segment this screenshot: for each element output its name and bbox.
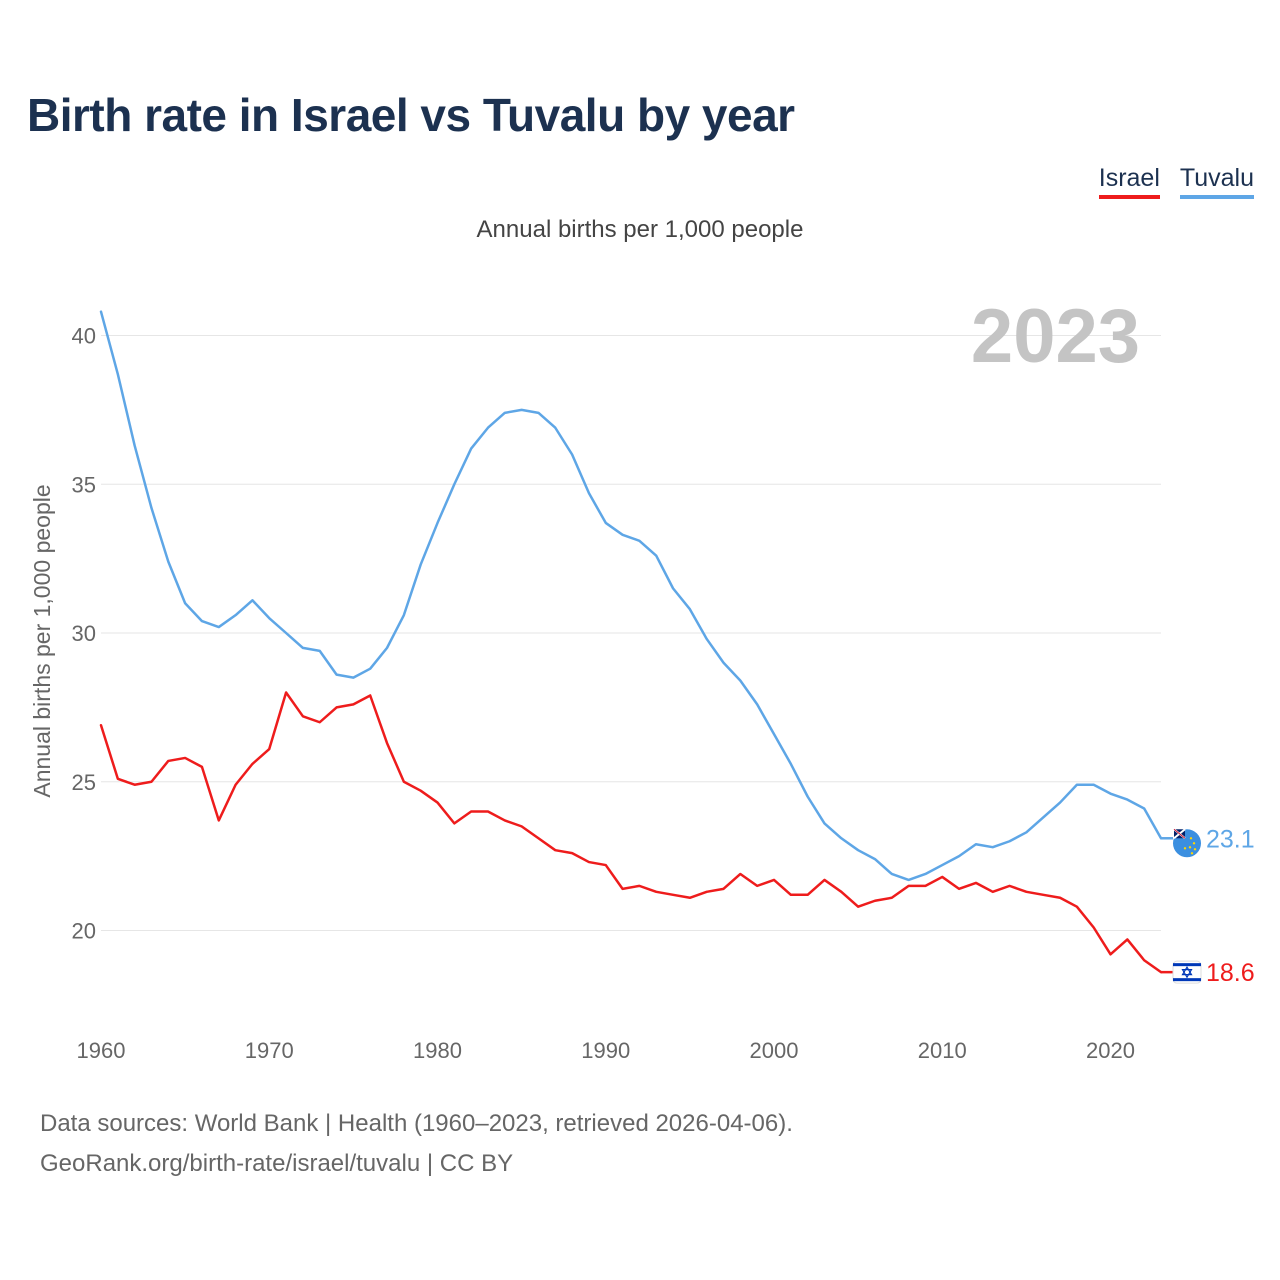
gridlines: [101, 335, 1161, 931]
legend-item-israel[interactable]: Israel: [1098, 164, 1160, 199]
x-tick-label: 2010: [918, 1038, 967, 1063]
series-line-israel[interactable]: [99, 691, 1163, 974]
y-tick-label: 25: [72, 770, 96, 795]
y-axis-ticks: 20 25 30 35 40: [72, 324, 96, 944]
y-axis-label: Annual births per 1,000 people: [29, 484, 55, 797]
chart-subtitle: Annual births per 1,000 people: [476, 216, 804, 243]
x-tick-label: 1990: [581, 1038, 630, 1063]
israel-flag-icon: [1172, 960, 1202, 984]
end-value-label-israel: 18.6: [1206, 959, 1255, 987]
legend: Israel Tuvalu: [1098, 164, 1254, 199]
x-tick-label: 1980: [413, 1038, 462, 1063]
x-axis-ticks: 1960 1970 1980 1990 2000 2010 2020: [77, 1038, 1135, 1063]
x-tick-label: 2020: [1086, 1038, 1135, 1063]
chart-title: Birth rate in Israel vs Tuvalu by year: [27, 89, 795, 141]
y-tick-label: 20: [72, 919, 96, 944]
source-line-data: Data sources: World Bank | Health (1960–…: [40, 1110, 793, 1137]
end-markers: 18.6 23.1: [1161, 825, 1255, 987]
end-value-label-tuvalu: 23.1: [1206, 825, 1255, 853]
series-line-tuvalu[interactable]: [99, 310, 1163, 882]
source-note: Data sources: World Bank | Health (1960–…: [40, 1104, 793, 1184]
source-line-link[interactable]: GeoRank.org/birth-rate/israel/tuvalu | C…: [40, 1150, 514, 1177]
tuvalu-flag-icon: [1173, 828, 1201, 858]
x-tick-label: 1960: [77, 1038, 126, 1063]
x-tick-label: 2000: [750, 1038, 799, 1063]
y-tick-label: 35: [72, 472, 96, 497]
series: [99, 310, 1163, 974]
y-tick-label: 40: [72, 324, 96, 349]
x-tick-label: 1970: [245, 1038, 294, 1063]
y-tick-label: 30: [72, 621, 96, 646]
year-overlay: 2023: [971, 294, 1140, 379]
legend-item-tuvalu[interactable]: Tuvalu: [1179, 164, 1254, 199]
